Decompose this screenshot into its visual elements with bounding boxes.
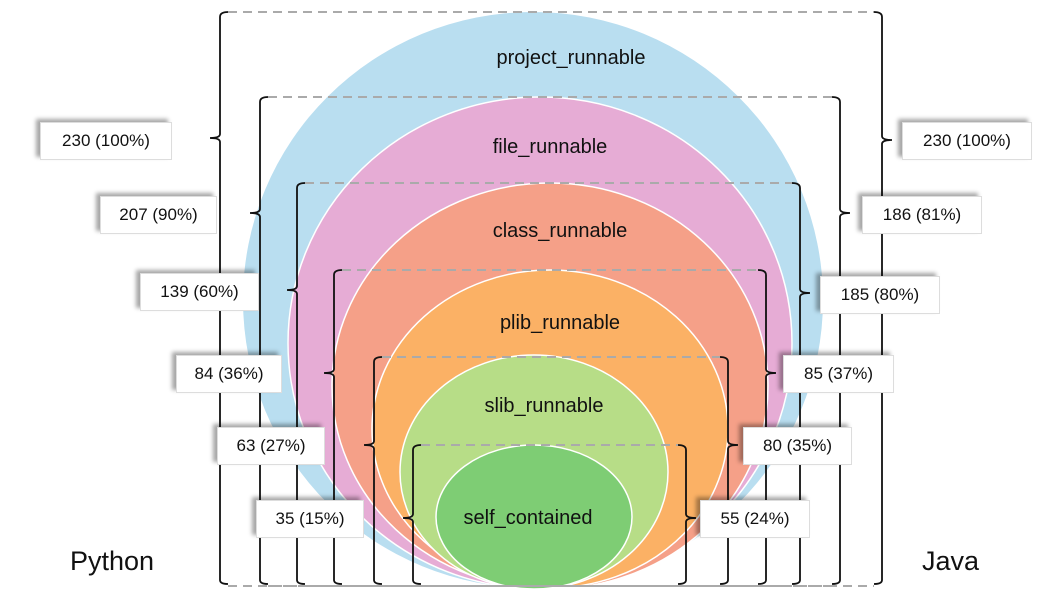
- java-count-project-runnable: 230 (100%): [902, 122, 1032, 160]
- python-count-slib-runnable: 63 (27%): [217, 427, 325, 465]
- java-bracket-file-runnable: [831, 96, 851, 585]
- set-label-class-runnable: class_runnable: [493, 220, 628, 242]
- python-bracket-plib-runnable: [323, 269, 343, 585]
- python-label: Python: [70, 546, 155, 576]
- set-label-self-contained: self_contained: [464, 507, 593, 529]
- java-label: Java: [922, 546, 980, 576]
- java-bracket-plib-runnable: [757, 269, 777, 585]
- python-count-self-contained: 35 (15%): [256, 500, 364, 538]
- python-count-plib-runnable: 84 (36%): [176, 355, 282, 393]
- set-label-slib-runnable: slib_runnable: [485, 395, 604, 417]
- java-count-slib-runnable: 80 (35%): [743, 427, 852, 465]
- python-bracket-project-runnable: [209, 11, 229, 585]
- java-bracket-slib-runnable: [719, 356, 739, 585]
- set-label-file-runnable: file_runnable: [493, 136, 608, 158]
- java-count-plib-runnable: 85 (37%): [783, 355, 894, 393]
- python-count-file-runnable: 207 (90%): [100, 196, 217, 234]
- java-bracket-project-runnable: [873, 11, 893, 585]
- java-bracket-self-contained: [677, 444, 697, 585]
- python-count-project-runnable: 230 (100%): [40, 122, 172, 160]
- python-count-class-runnable: 139 (60%): [140, 273, 259, 311]
- python-bracket-class-runnable: [286, 182, 306, 585]
- set-label-plib-runnable: plib_runnable: [500, 312, 620, 334]
- java-bracket-class-runnable: [791, 182, 811, 585]
- python-bracket-slib-runnable: [363, 356, 383, 585]
- set-label-project-runnable: project_runnable: [497, 47, 646, 69]
- python-bracket-self-contained: [402, 444, 422, 585]
- python-bracket-file-runnable: [249, 96, 269, 585]
- java-count-class-runnable: 185 (80%): [820, 276, 940, 314]
- java-count-file-runnable: 186 (81%): [862, 196, 982, 234]
- java-count-self-contained: 55 (24%): [700, 500, 810, 538]
